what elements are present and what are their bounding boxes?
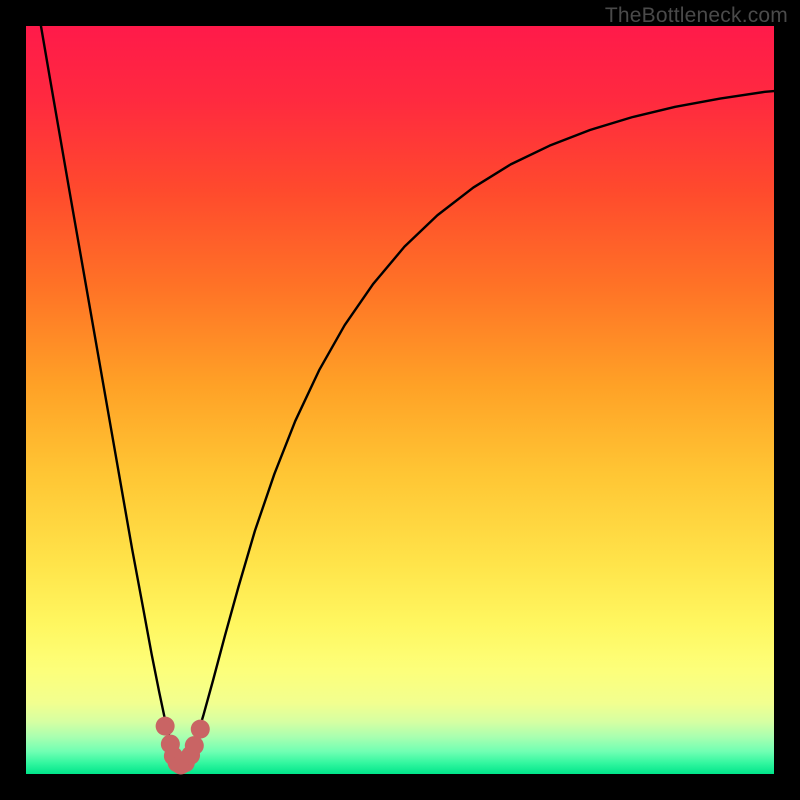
data-point: [191, 720, 210, 739]
chart-background-gradient: [26, 26, 774, 774]
chart-container: TheBottleneck.com: [0, 0, 800, 800]
data-point: [185, 736, 204, 755]
watermark-text: TheBottleneck.com: [605, 4, 788, 28]
bottleneck-chart: [0, 0, 800, 800]
data-point: [156, 717, 175, 736]
